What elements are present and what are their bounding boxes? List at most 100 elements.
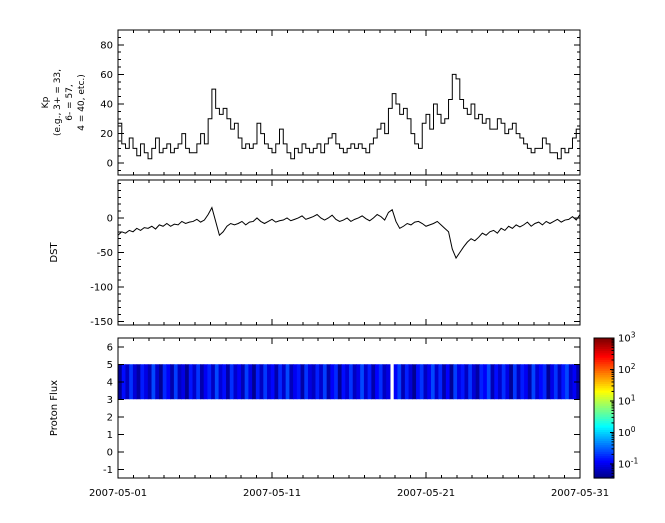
proton-flux-strip <box>278 364 283 400</box>
proton-flux-strip <box>207 364 212 400</box>
y-tick-label: -150 <box>90 317 113 328</box>
proton-flux-strip <box>352 364 357 400</box>
proton-flux-strip <box>173 364 179 400</box>
proton-flux-strip <box>371 364 376 400</box>
proton-flux-strip <box>419 364 425 400</box>
proton-flux-strip <box>468 364 473 400</box>
colorbar-gradient-step <box>594 418 614 422</box>
y-tick-label: 20 <box>100 129 113 140</box>
colorbar-gradient-step <box>594 445 614 448</box>
y-tick-label: 0 <box>107 447 113 458</box>
proton-flux-strip <box>531 364 536 400</box>
dst-axis-label: DST <box>49 242 60 263</box>
colorbar-gradient-step <box>594 467 614 470</box>
colorbar-gradient-step <box>594 379 614 383</box>
colorbar-gradient-step <box>594 383 614 387</box>
proton-flux-axis-label: Proton Flux <box>49 380 60 436</box>
proton-flux-strip <box>512 364 518 400</box>
proton-flux-strip <box>527 364 533 400</box>
proton-flux-strip <box>151 364 156 400</box>
y-tick-label: 0 <box>107 159 113 170</box>
proton-flux-strip <box>546 364 551 400</box>
proton-flux-strip <box>188 364 194 400</box>
proton-flux-strip <box>494 364 499 400</box>
y-tick-label: 3 <box>107 395 113 406</box>
colorbar-gradient-step <box>594 471 614 475</box>
colorbar-gradient-step <box>594 449 614 453</box>
colorbar-tick-label: 103 <box>618 331 636 345</box>
colorbar-gradient-step <box>594 359 614 363</box>
colorbar-gradient-step <box>594 414 614 418</box>
proton-flux-strip <box>144 364 149 400</box>
proton-flux-strip <box>319 364 324 400</box>
proton-flux-strip <box>308 364 313 400</box>
proton-flux-strip <box>285 364 290 400</box>
kp-axis-label: 4 = 40, etc.) <box>77 74 87 131</box>
colorbar-gradient-step <box>594 346 614 350</box>
proton-flux-panel-frame <box>117 337 581 479</box>
proton-flux-strip <box>397 364 402 400</box>
x-tick-label: 2007-05-31 <box>551 488 609 499</box>
proton-flux-strip <box>125 364 130 400</box>
proton-flux-strip <box>337 364 343 400</box>
proton-flux-strip <box>147 364 153 400</box>
proton-flux-strip <box>166 364 171 400</box>
proton-flux-strip <box>255 364 261 400</box>
proton-flux-strip <box>501 364 506 400</box>
proton-flux-strip <box>214 364 220 400</box>
colorbar-gradient-step <box>594 410 614 413</box>
proton-flux-strip <box>524 364 529 400</box>
proton-flux-strip <box>516 364 521 400</box>
colorbar-gradient-step <box>594 475 614 479</box>
proton-flux-strip <box>248 364 253 400</box>
proton-flux-strip <box>192 364 197 400</box>
colorbar-gradient-step <box>594 388 614 392</box>
colorbar-gradient-step <box>594 451 614 455</box>
proton-flux-strip <box>520 364 525 400</box>
proton-flux-strip <box>486 364 492 400</box>
proton-flux-strip <box>471 364 477 400</box>
dst-panel-frame <box>117 179 581 326</box>
proton-flux-strip <box>300 364 305 400</box>
proton-flux-strip <box>475 364 480 400</box>
colorbar-gradient-step <box>594 456 614 459</box>
y-tick-label: 40 <box>100 99 113 110</box>
proton-flux-strip <box>393 364 398 400</box>
colorbar-gradient-step <box>594 399 614 403</box>
proton-flux-strip <box>464 364 469 400</box>
proton-flux-strip <box>416 364 421 400</box>
colorbar-gradient-step <box>594 405 614 409</box>
colorbar-gradient-step <box>594 460 614 464</box>
proton-flux-strip <box>382 364 387 400</box>
proton-flux-strip <box>434 364 439 400</box>
y-tick-label: 2 <box>107 412 113 423</box>
proton-flux-strip <box>177 364 182 400</box>
y-tick-label: -1 <box>103 465 113 476</box>
proton-flux-strip <box>315 364 320 400</box>
colorbar-gradient-step <box>594 342 614 346</box>
proton-flux-strip <box>322 364 328 400</box>
colorbar-gradient-step <box>594 473 614 477</box>
proton-flux-strip <box>326 364 331 400</box>
colorbar-gradient-step <box>594 436 614 440</box>
proton-flux-strip <box>341 364 346 400</box>
y-tick-label: 1 <box>107 430 113 441</box>
colorbar-tick-label: 102 <box>618 362 636 376</box>
proton-flux-strip <box>505 364 510 400</box>
proton-flux-strip <box>535 364 540 400</box>
colorbar-gradient-step <box>594 351 614 354</box>
proton-flux-strip <box>438 364 443 400</box>
colorbar-gradient-step <box>594 357 614 361</box>
colorbar-gradient-step <box>594 469 614 473</box>
proton-flux-strip <box>281 364 287 400</box>
proton-flux-strip <box>181 364 186 400</box>
kp-axis-label: Kp <box>41 96 51 108</box>
colorbar-gradient-step <box>594 338 614 341</box>
colorbar-gradient-step <box>594 432 614 435</box>
proton-flux-strip <box>334 364 339 400</box>
x-tick-label: 2007-05-21 <box>397 488 455 499</box>
proton-flux-strip <box>423 364 428 400</box>
kp-series-line <box>118 73 581 160</box>
proton-flux-strip <box>274 364 279 400</box>
